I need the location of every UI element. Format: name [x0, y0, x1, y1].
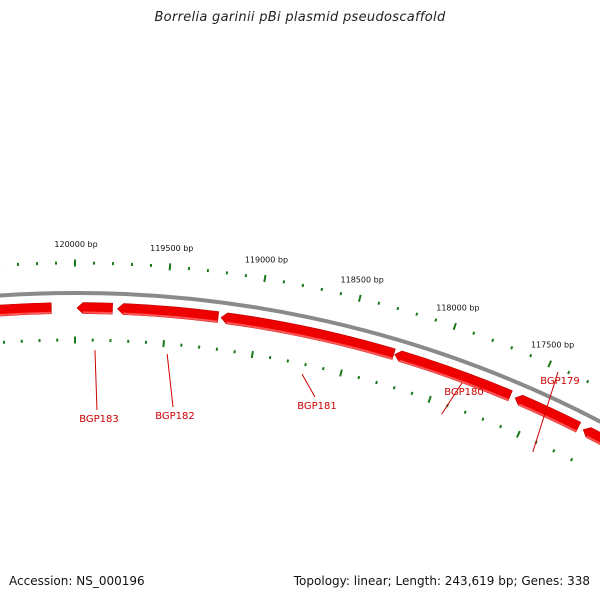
gene-label: BGP181 — [297, 401, 337, 412]
gene-arrow — [76, 302, 113, 315]
scale-tick — [357, 375, 361, 380]
scale-tick — [516, 430, 521, 438]
gene-arrow — [514, 394, 582, 433]
scale-tick — [339, 291, 343, 296]
scale-tick — [320, 287, 324, 292]
gene-arrow-shade — [123, 312, 218, 323]
gene-arrow-shade — [82, 311, 113, 315]
scale-tick — [552, 449, 556, 453]
gene-label-leader — [166, 353, 174, 408]
scale-tick — [263, 274, 267, 283]
gene-arrow-shade — [518, 403, 577, 433]
scale-tick — [377, 301, 381, 305]
gene-label-leader — [532, 371, 559, 452]
scale-tick — [339, 369, 343, 377]
gene-arrows — [0, 302, 600, 445]
scale-tick — [375, 380, 378, 385]
scale-tick — [162, 340, 165, 348]
position-label: 118500 bp — [341, 275, 384, 284]
scale-tick — [472, 331, 476, 335]
position-label: 119000 bp — [245, 256, 288, 265]
scale-tick — [286, 359, 290, 363]
scale-tick — [570, 457, 574, 462]
gene-label: BGP179 — [540, 376, 580, 387]
scale-tick — [499, 424, 503, 429]
position-label: 119500 bp — [150, 244, 193, 253]
position-label: 120000 bp — [54, 240, 97, 249]
gene-arrow-shade — [586, 435, 600, 445]
topology-summary: Topology: linear; Length: 243,619 bp; Ge… — [293, 574, 590, 588]
scale-tick — [463, 410, 467, 414]
scale-tick — [168, 263, 172, 271]
position-labels: 120000 bp 119500 bp 119000 bp 118500 bp 1180… — [54, 240, 574, 350]
scale-tick — [304, 362, 307, 367]
accession-text: Accession: NS_000196 — [9, 574, 145, 588]
scale-tick — [392, 386, 396, 390]
gene-label: BGP180 — [444, 387, 484, 398]
scale-tick — [510, 346, 514, 350]
gene-label-leader — [441, 382, 463, 415]
scale-tick — [357, 294, 362, 302]
scale-tick — [586, 379, 590, 384]
gene-arrow — [394, 350, 513, 402]
gene-label: BGP182 — [155, 411, 195, 422]
scale-tick — [321, 366, 325, 371]
position-label: 118000 bp — [436, 304, 479, 313]
gene-arrow-shade — [398, 359, 509, 401]
scale-tick — [547, 360, 553, 368]
scale-tick — [481, 417, 485, 421]
scale-tick — [529, 353, 533, 358]
scale-tick — [282, 280, 286, 284]
scale-tick — [567, 370, 571, 375]
gene-arrow-shade — [226, 321, 393, 360]
scale-tick — [396, 306, 400, 311]
plasmid-backbone — [0, 291, 600, 424]
upper-scale-ticks — [0, 259, 590, 384]
gene-arrow-shade — [0, 311, 52, 317]
gene-label-leader — [301, 373, 316, 398]
scale-tick — [301, 283, 305, 288]
scale-tick — [250, 350, 254, 359]
gene-labels: BGP183 BGP182 BGP181 BGP180 BGP179 — [79, 350, 580, 452]
scale-tick — [452, 322, 457, 331]
gene-label: BGP183 — [79, 414, 119, 425]
lower-scale-ticks — [2, 336, 574, 462]
scale-tick — [415, 312, 419, 316]
map-title: Borrelia garinii pBi plasmid pseudoscaff… — [154, 10, 446, 25]
position-label: 117500 bp — [531, 341, 574, 350]
scale-tick — [434, 318, 438, 322]
scale-tick — [427, 395, 432, 403]
scale-tick — [410, 391, 414, 396]
gene-label-leader — [94, 350, 98, 411]
scale-tick — [268, 355, 272, 360]
scale-tick — [491, 338, 495, 343]
